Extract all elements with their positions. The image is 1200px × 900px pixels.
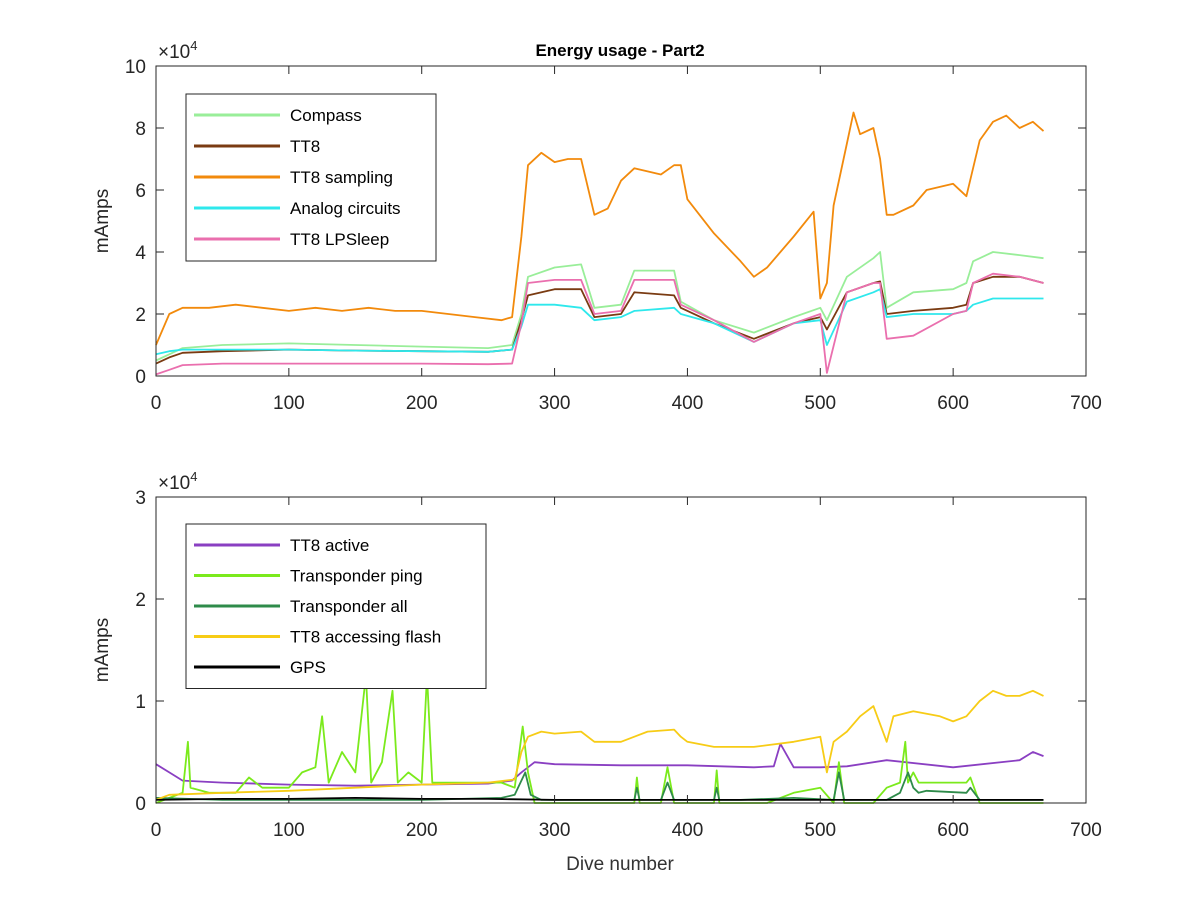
legend-label-4: TT8 accessing flash — [290, 628, 441, 647]
legend-label-5: GPS — [290, 658, 326, 677]
upper-plot: 0 100 200 300 400 500 600 700 0 2 4 6 8 10 ×104 mAmps Co… — [92, 38, 1102, 414]
legend-label-1: Compass — [290, 106, 362, 125]
legend-label-2: Transponder ping — [290, 567, 423, 586]
y-tick-label: 3 — [135, 488, 146, 509]
series-line-5 — [155, 272, 1044, 376]
y-tick-label: 0 — [135, 794, 146, 815]
y-axis-label: mAmps — [92, 189, 113, 253]
series-line-1 — [155, 742, 1044, 787]
x-tick-label: 600 — [937, 820, 969, 841]
series-line-4 — [155, 689, 1044, 801]
legend-label-2: TT8 — [290, 137, 320, 156]
x-tick-label: 200 — [406, 393, 438, 414]
y-axis-label: mAmps — [92, 618, 113, 682]
legend-label-3: TT8 sampling — [290, 168, 393, 187]
series-line-1 — [155, 251, 1044, 362]
y-exponent-label: ×104 — [158, 469, 197, 494]
x-tick-label: 300 — [539, 393, 571, 414]
y-tick-label: 2 — [135, 305, 146, 326]
y-tick-label: 8 — [135, 119, 146, 140]
y-tick-label: 1 — [135, 692, 146, 713]
axes-frame — [155, 65, 1087, 377]
x-tick-label: 400 — [672, 820, 704, 841]
y-tick-label: 10 — [125, 57, 146, 78]
series-line-5 — [155, 797, 1044, 801]
y-tick-label: 2 — [135, 590, 146, 611]
x-tick-label: 300 — [539, 820, 571, 841]
series-line-3 — [155, 111, 1045, 346]
lower-plot: 0 100 200 300 400 500 600 700 0 1 2 3 ×104 mAmps TT8 a… — [92, 469, 1102, 841]
x-tick-label: 700 — [1070, 820, 1102, 841]
x-tick-label: 400 — [672, 393, 704, 414]
x-tick-label: 500 — [804, 393, 836, 414]
x-axis-label: Dive number — [566, 854, 674, 875]
y-exponent-label: ×104 — [158, 38, 197, 63]
y-exponent-power: 4 — [190, 38, 197, 53]
legend-label-4: Analog circuits — [290, 199, 401, 218]
x-tick-label: 100 — [273, 820, 305, 841]
series-line-4 — [155, 288, 1044, 356]
x-tick-label: 600 — [937, 393, 969, 414]
x-tick-label: 0 — [151, 393, 162, 414]
series-line-3 — [155, 771, 1044, 801]
legend-label-1: TT8 active — [290, 536, 369, 555]
x-tick-label: 100 — [273, 393, 305, 414]
y-tick-label: 0 — [135, 367, 146, 388]
y-tick-label: 6 — [135, 181, 146, 202]
axes-frame — [155, 496, 1087, 804]
x-tick-label: 700 — [1070, 393, 1102, 414]
chart-title: Energy usage - Part2 — [535, 41, 704, 60]
legend-label-3: Transponder all — [290, 597, 408, 616]
legend-label-5: TT8 LPSleep — [290, 230, 389, 249]
x-tick-label: 500 — [804, 820, 836, 841]
x-tick-label: 0 — [151, 820, 162, 841]
y-exponent-power: 4 — [190, 469, 197, 484]
x-tick-label: 200 — [406, 820, 438, 841]
y-tick-label: 4 — [135, 243, 146, 264]
